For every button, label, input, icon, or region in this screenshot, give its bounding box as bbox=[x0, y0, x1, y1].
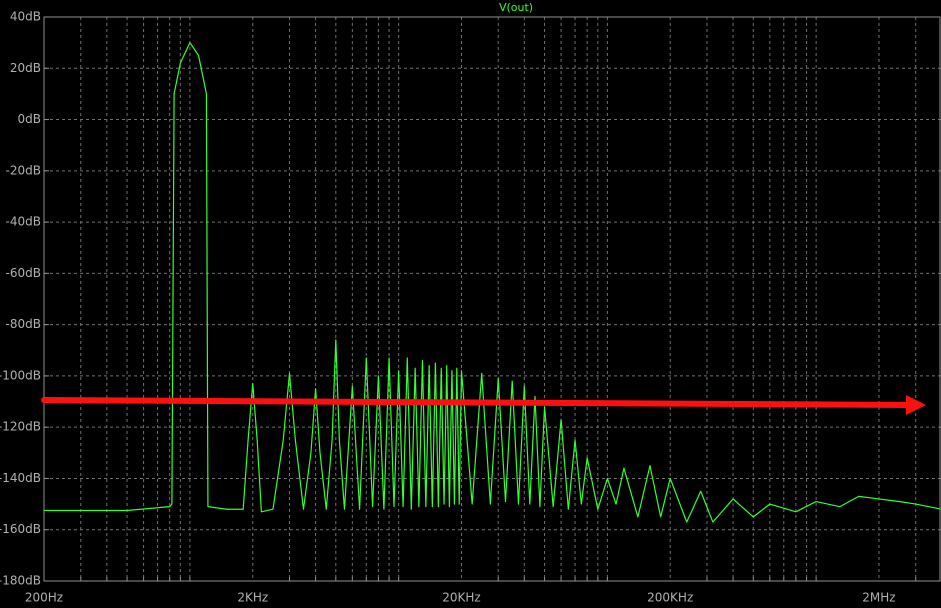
y-tick-label: -140dB bbox=[0, 471, 41, 485]
y-tick-label: -40dB bbox=[6, 215, 41, 229]
x-tick-label: 2MHz bbox=[862, 591, 895, 605]
x-tick-label: 20KHz bbox=[442, 591, 480, 605]
y-tick-label: -160dB bbox=[0, 522, 41, 536]
arrow-shaft bbox=[41, 397, 913, 408]
annotation-arrow bbox=[41, 395, 926, 415]
y-tick-label: -100dB bbox=[0, 368, 41, 382]
y-tick-label: -120dB bbox=[0, 420, 41, 434]
y-tick-label: -60dB bbox=[6, 266, 41, 280]
x-tick-label: 2KHz bbox=[237, 591, 268, 605]
x-tick-label: 200Hz bbox=[25, 591, 63, 605]
y-tick-label: -180dB bbox=[0, 574, 41, 588]
arrow-head bbox=[906, 395, 926, 415]
plot-area bbox=[44, 16, 941, 582]
chart-title: V(out) bbox=[499, 1, 533, 14]
y-tick-label: -20dB bbox=[6, 163, 41, 177]
y-tick-label: 20dB bbox=[10, 61, 41, 75]
y-tick-label: 40dB bbox=[10, 10, 41, 24]
y-tick-label: 0dB bbox=[18, 112, 41, 126]
x-tick-label: 200KHz bbox=[647, 591, 693, 605]
y-tick-label: -80dB bbox=[6, 317, 41, 331]
plot-border bbox=[43, 16, 941, 582]
series-line bbox=[44, 42, 941, 523]
